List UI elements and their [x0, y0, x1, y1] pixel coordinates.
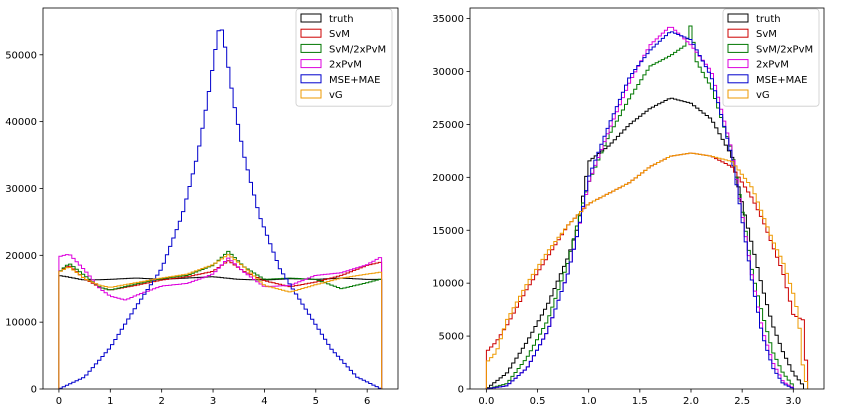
series-vg-step — [58, 254, 383, 389]
x-tick-label: 1.5 — [632, 396, 648, 407]
series-mse-mae-step — [485, 31, 794, 390]
legend-label-2xpvm: 2xPvM — [329, 60, 362, 71]
x-tick-label: 1 — [107, 396, 113, 407]
legend-frame — [722, 8, 820, 107]
legend-swatch-svm-2xpvm — [300, 43, 322, 53]
x-tick-label: 4 — [261, 396, 267, 407]
y-tick-label: 30000 — [432, 67, 464, 78]
legend-label-svm-2xpvm: SvM/2xPvM — [329, 44, 386, 55]
legend-swatch-mse-mae — [300, 74, 322, 84]
legend-swatch-truth — [300, 13, 322, 23]
y-tick-label: 30000 — [5, 184, 37, 195]
legend-label-svm: SvM — [756, 29, 777, 40]
x-tick-label: 1.0 — [581, 396, 597, 407]
legend-label-mse-mae: MSE+MAE — [329, 75, 380, 86]
legend-label-vg: vG — [756, 90, 770, 101]
y-tick-label: 10000 — [432, 279, 464, 290]
legend-swatch-2xpvm — [727, 59, 749, 69]
y-tick-label: 0 — [31, 385, 37, 396]
legend-label-truth: truth — [756, 14, 781, 25]
x-tick-label: 2.5 — [734, 396, 750, 407]
legend-swatch-truth — [727, 13, 749, 23]
y-tick-label: 10000 — [5, 318, 37, 329]
x-tick-label: 0.5 — [530, 396, 546, 407]
axes-frame — [42, 7, 399, 390]
legend-swatch-mse-mae — [727, 74, 749, 84]
legend-swatch-vg — [727, 89, 749, 99]
y-tick-label: 0 — [458, 385, 464, 396]
legend-swatch-svm — [727, 28, 749, 38]
legend-label-svm: SvM — [329, 29, 350, 40]
legend: truth SvM SvM/2xPvM 2xPvM MSE+MAE vG — [295, 8, 393, 107]
series-vg-step — [485, 152, 809, 389]
y-tick-label: 5000 — [439, 332, 464, 343]
legend-label-truth: truth — [329, 14, 354, 25]
legend-label-vg: vG — [329, 90, 343, 101]
y-tick-label: 35000 — [432, 14, 464, 25]
series-truth-step — [58, 275, 383, 389]
x-tick-label: 2.0 — [683, 396, 699, 407]
legend-label-mse-mae: MSE+MAE — [756, 75, 807, 86]
x-tick-label: 3.0 — [785, 396, 801, 407]
left-histogram-plot: 0 1 2 3 4 5 6 0 10000 20000 30000 40000 50000 truth Sv… — [5, 7, 399, 407]
y-tick-label: 25000 — [432, 120, 464, 131]
y-tick-label: 20000 — [5, 251, 37, 262]
right-histogram-plot: 0.0 0.5 1.0 1.5 2.0 2.5 3.0 0 5000 10000 15000 2000… — [432, 7, 825, 407]
legend: truth SvM SvM/2xPvM 2xPvM MSE+MAE vG — [722, 8, 820, 107]
legend-swatch-vg — [300, 89, 322, 99]
x-tick-label: 0.0 — [478, 396, 494, 407]
series-2xpvm-step — [58, 254, 383, 389]
series-mse-mae-step — [58, 29, 383, 389]
x-tick-label: 2 — [158, 396, 164, 407]
y-tick-label: 40000 — [5, 117, 37, 128]
x-tick-label: 3 — [210, 396, 216, 407]
x-tick-label: 0 — [56, 396, 62, 407]
axes-frame — [469, 7, 825, 390]
y-tick-label: 15000 — [432, 226, 464, 237]
legend-swatch-2xpvm — [300, 59, 322, 69]
series-svm-2xpvm-step — [58, 250, 383, 389]
y-tick-label: 20000 — [432, 173, 464, 184]
y-tick-label: 50000 — [5, 50, 37, 61]
legend-swatch-svm — [300, 28, 322, 38]
x-tick-label: 5 — [313, 396, 319, 407]
legend-label-svm-2xpvm: SvM/2xPvM — [756, 44, 813, 55]
series-truth-step — [485, 97, 804, 389]
legend-frame — [295, 8, 393, 107]
legend-swatch-svm-2xpvm — [727, 43, 749, 53]
legend-label-2xpvm: 2xPvM — [756, 60, 789, 71]
x-tick-label: 6 — [364, 396, 370, 407]
series-svm-2xpvm-step — [485, 25, 794, 390]
